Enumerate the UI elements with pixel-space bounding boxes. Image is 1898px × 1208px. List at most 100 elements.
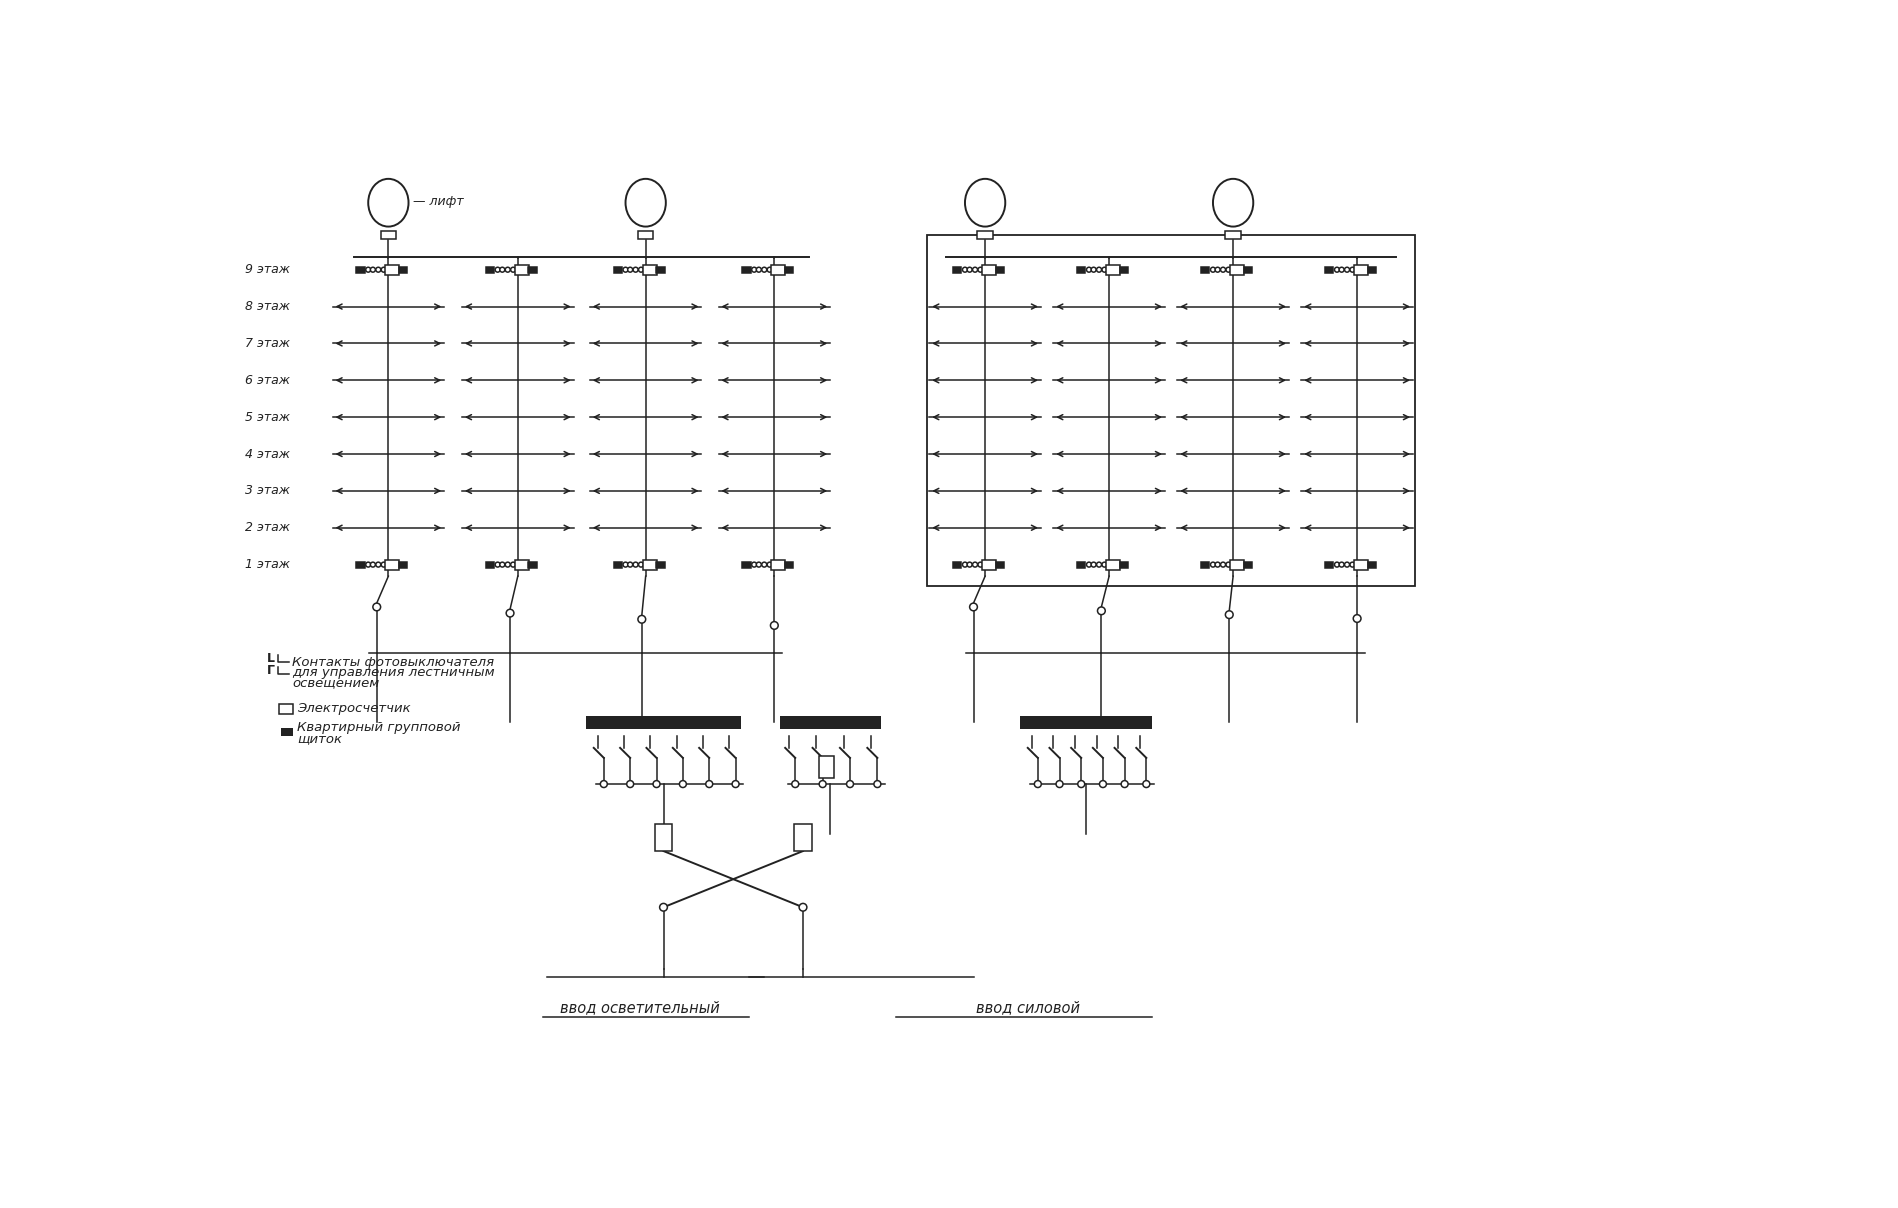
Circle shape bbox=[499, 267, 505, 272]
Bar bbox=[1353, 559, 1368, 570]
Bar bbox=[1368, 562, 1376, 568]
Text: 2 этаж: 2 этаж bbox=[245, 521, 290, 534]
Circle shape bbox=[376, 562, 381, 567]
Circle shape bbox=[507, 609, 514, 617]
Bar bbox=[977, 231, 993, 239]
Bar bbox=[586, 715, 740, 730]
Circle shape bbox=[1097, 562, 1101, 567]
Circle shape bbox=[1226, 267, 1232, 272]
Bar bbox=[981, 559, 996, 570]
Circle shape bbox=[767, 562, 772, 567]
Bar bbox=[1353, 265, 1368, 274]
Bar bbox=[1325, 562, 1334, 568]
Bar bbox=[281, 728, 292, 736]
Bar bbox=[399, 267, 408, 273]
Bar bbox=[279, 703, 292, 714]
Ellipse shape bbox=[626, 179, 666, 227]
Text: Электросчетчик: Электросчетчик bbox=[296, 702, 410, 715]
Circle shape bbox=[1340, 562, 1344, 567]
Bar bbox=[486, 267, 493, 273]
Circle shape bbox=[366, 562, 370, 567]
Bar bbox=[486, 562, 493, 568]
Text: 3 этаж: 3 этаж bbox=[245, 484, 290, 498]
Circle shape bbox=[505, 267, 511, 272]
Circle shape bbox=[511, 562, 516, 567]
Circle shape bbox=[968, 267, 972, 272]
Text: 7 этаж: 7 этаж bbox=[245, 337, 290, 350]
Circle shape bbox=[366, 267, 370, 272]
Circle shape bbox=[1226, 611, 1234, 618]
Circle shape bbox=[626, 780, 634, 788]
Circle shape bbox=[679, 780, 687, 788]
Circle shape bbox=[1349, 562, 1355, 567]
Bar bbox=[613, 267, 623, 273]
Circle shape bbox=[1344, 267, 1349, 272]
Circle shape bbox=[1220, 562, 1226, 567]
Bar bbox=[1201, 562, 1209, 568]
Text: — лифт: — лифт bbox=[414, 194, 463, 208]
Bar bbox=[613, 562, 623, 568]
Circle shape bbox=[752, 562, 757, 567]
Circle shape bbox=[771, 622, 778, 629]
Circle shape bbox=[755, 267, 761, 272]
Circle shape bbox=[761, 562, 767, 567]
Circle shape bbox=[1099, 780, 1107, 788]
Bar bbox=[514, 265, 530, 274]
Circle shape bbox=[1143, 780, 1150, 788]
Bar bbox=[784, 267, 793, 273]
Bar bbox=[1230, 559, 1243, 570]
Bar bbox=[1243, 562, 1253, 568]
Bar bbox=[514, 559, 530, 570]
Text: Контакты фотовыключателя: Контакты фотовыключателя bbox=[292, 656, 493, 669]
Bar bbox=[953, 562, 962, 568]
Text: ввод осветительный: ввод осветительный bbox=[560, 1000, 719, 1015]
Bar bbox=[385, 559, 399, 570]
Bar bbox=[795, 825, 812, 852]
Circle shape bbox=[968, 562, 972, 567]
Bar bbox=[784, 562, 793, 568]
Circle shape bbox=[495, 562, 501, 567]
Circle shape bbox=[1353, 615, 1361, 622]
Circle shape bbox=[977, 562, 983, 567]
Circle shape bbox=[376, 267, 381, 272]
Circle shape bbox=[1097, 606, 1105, 615]
Bar bbox=[1243, 267, 1253, 273]
Bar bbox=[1076, 562, 1086, 568]
Circle shape bbox=[977, 267, 983, 272]
Bar bbox=[657, 267, 664, 273]
Circle shape bbox=[1086, 562, 1091, 567]
Circle shape bbox=[1334, 267, 1340, 272]
Bar bbox=[1201, 267, 1209, 273]
Bar bbox=[657, 562, 664, 568]
Circle shape bbox=[799, 904, 807, 911]
Circle shape bbox=[600, 780, 607, 788]
Bar bbox=[1107, 559, 1120, 570]
Circle shape bbox=[511, 267, 516, 272]
Text: Г: Г bbox=[266, 664, 275, 678]
Circle shape bbox=[970, 603, 977, 611]
Bar bbox=[1107, 265, 1120, 274]
Circle shape bbox=[495, 267, 501, 272]
Circle shape bbox=[623, 267, 628, 272]
Text: 8 этаж: 8 этаж bbox=[245, 300, 290, 313]
Circle shape bbox=[1091, 267, 1097, 272]
Bar bbox=[996, 267, 1004, 273]
Circle shape bbox=[1122, 780, 1127, 788]
Circle shape bbox=[847, 780, 854, 788]
Text: для управления лестничным: для управления лестничным bbox=[292, 666, 495, 679]
Text: 4 этаж: 4 этаж bbox=[245, 447, 290, 460]
Bar bbox=[643, 559, 657, 570]
Bar bbox=[1325, 267, 1334, 273]
Text: щиток: щиток bbox=[296, 732, 342, 745]
Text: 9 этаж: 9 этаж bbox=[245, 263, 290, 277]
Ellipse shape bbox=[964, 179, 1006, 227]
Bar bbox=[996, 562, 1004, 568]
Bar bbox=[655, 825, 672, 852]
Circle shape bbox=[962, 267, 968, 272]
Circle shape bbox=[1344, 562, 1349, 567]
Circle shape bbox=[499, 562, 505, 567]
Circle shape bbox=[638, 267, 643, 272]
Text: Квартирный групповой: Квартирный групповой bbox=[296, 721, 461, 734]
Bar bbox=[742, 562, 752, 568]
Circle shape bbox=[1078, 780, 1086, 788]
